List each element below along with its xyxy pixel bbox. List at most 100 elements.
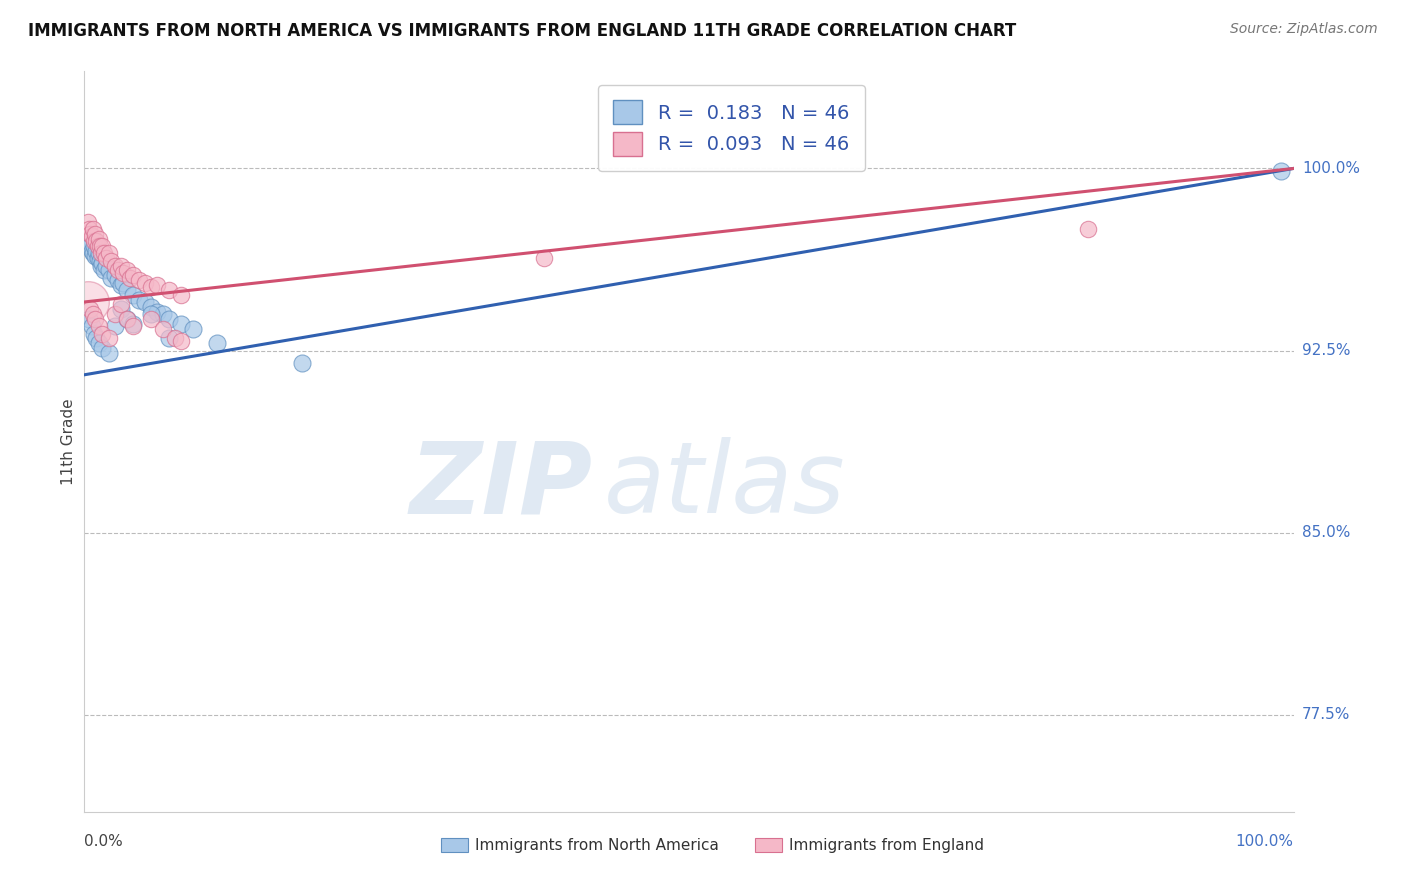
- Point: [104, 259, 127, 273]
- Point: [107, 273, 129, 287]
- Point: [77, 215, 100, 229]
- Point: [91, 239, 114, 253]
- Text: 85.0%: 85.0%: [1302, 525, 1350, 540]
- Point: [86, 234, 108, 248]
- Point: [77, 312, 100, 326]
- Point: [86, 239, 108, 253]
- Point: [128, 273, 150, 287]
- Point: [84, 249, 107, 263]
- Point: [91, 256, 114, 270]
- Point: [170, 334, 193, 348]
- Point: [97, 346, 120, 360]
- Point: [107, 263, 129, 277]
- Y-axis label: 11th Grade: 11th Grade: [60, 398, 76, 485]
- Point: [84, 312, 107, 326]
- Point: [152, 307, 174, 321]
- Point: [97, 331, 120, 345]
- Point: [82, 307, 104, 321]
- Point: [120, 270, 142, 285]
- Point: [157, 331, 180, 345]
- Point: [86, 331, 108, 345]
- Point: [100, 270, 122, 285]
- Point: [139, 307, 162, 321]
- Point: [157, 312, 180, 326]
- Point: [121, 317, 143, 331]
- Bar: [441, 838, 468, 853]
- Point: [1270, 164, 1292, 178]
- Text: 0.0%: 0.0%: [84, 834, 124, 849]
- Point: [121, 268, 143, 283]
- Point: [82, 222, 104, 236]
- Point: [112, 276, 135, 290]
- Point: [121, 319, 143, 334]
- Point: [139, 300, 162, 314]
- Point: [97, 263, 120, 277]
- Point: [110, 277, 132, 292]
- Point: [87, 232, 110, 246]
- Bar: [755, 838, 782, 853]
- Point: [77, 295, 100, 310]
- Point: [80, 319, 103, 334]
- Point: [79, 239, 101, 253]
- Point: [77, 222, 100, 236]
- Point: [152, 321, 174, 335]
- Point: [93, 263, 115, 277]
- Text: 100.0%: 100.0%: [1236, 834, 1294, 849]
- Point: [77, 234, 100, 248]
- Text: Immigrants from England: Immigrants from England: [789, 838, 984, 853]
- Point: [104, 319, 127, 334]
- Point: [165, 331, 187, 345]
- Point: [79, 302, 101, 317]
- Point: [170, 287, 193, 301]
- Text: IMMIGRANTS FROM NORTH AMERICA VS IMMIGRANTS FROM ENGLAND 11TH GRADE CORRELATION : IMMIGRANTS FROM NORTH AMERICA VS IMMIGRA…: [28, 22, 1017, 40]
- Point: [115, 263, 138, 277]
- Point: [87, 319, 110, 334]
- Point: [146, 277, 169, 292]
- Point: [83, 326, 105, 341]
- Point: [139, 280, 162, 294]
- Point: [94, 259, 117, 273]
- Point: [82, 246, 104, 260]
- Point: [157, 283, 180, 297]
- Point: [112, 266, 135, 280]
- Point: [115, 312, 138, 326]
- Point: [89, 239, 111, 253]
- Point: [207, 336, 229, 351]
- Point: [139, 312, 162, 326]
- Point: [86, 252, 108, 266]
- Point: [170, 317, 193, 331]
- Text: atlas: atlas: [605, 437, 846, 534]
- Point: [79, 227, 101, 241]
- Legend: R =  0.183   N = 46, R =  0.093   N = 46: R = 0.183 N = 46, R = 0.093 N = 46: [598, 85, 865, 171]
- Point: [83, 239, 105, 253]
- Point: [93, 246, 115, 260]
- Text: Immigrants from North America: Immigrants from North America: [475, 838, 718, 853]
- Point: [89, 253, 111, 268]
- Text: Source: ZipAtlas.com: Source: ZipAtlas.com: [1230, 22, 1378, 37]
- Point: [94, 252, 117, 266]
- Point: [134, 295, 156, 310]
- Point: [86, 244, 108, 258]
- Point: [128, 293, 150, 307]
- Point: [83, 234, 105, 248]
- Point: [110, 259, 132, 273]
- Text: 92.5%: 92.5%: [1302, 343, 1350, 358]
- Point: [91, 341, 114, 355]
- Point: [87, 246, 110, 260]
- Point: [291, 356, 314, 370]
- Point: [100, 253, 122, 268]
- Point: [181, 321, 204, 335]
- Point: [97, 246, 120, 260]
- Point: [104, 268, 127, 283]
- Point: [110, 297, 132, 311]
- Point: [80, 229, 103, 244]
- Point: [90, 246, 112, 260]
- Text: ZIP: ZIP: [409, 437, 592, 534]
- Point: [533, 252, 555, 266]
- Point: [115, 312, 138, 326]
- Point: [1077, 222, 1099, 236]
- Text: 77.5%: 77.5%: [1302, 707, 1350, 723]
- Point: [110, 302, 132, 317]
- Point: [87, 336, 110, 351]
- Point: [91, 326, 114, 341]
